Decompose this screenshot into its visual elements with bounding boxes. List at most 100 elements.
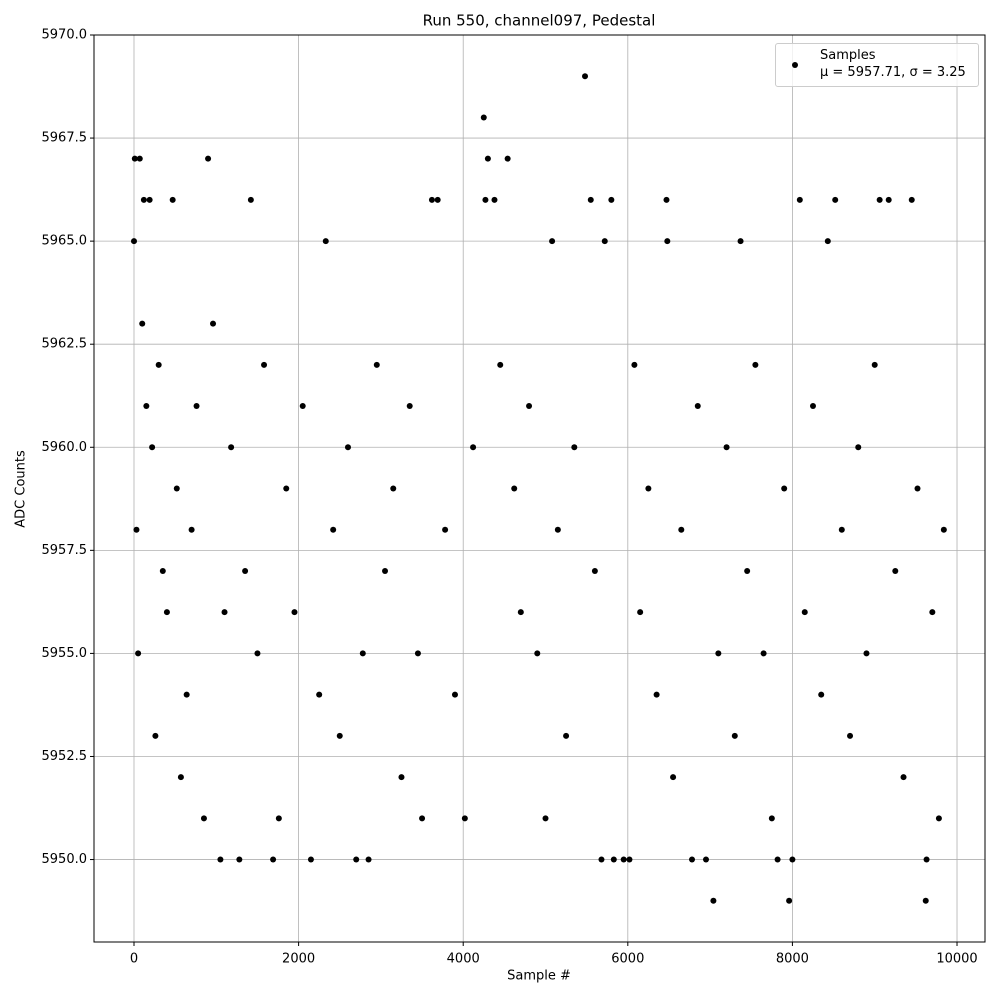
data-point [663, 196, 670, 203]
data-point [173, 485, 180, 492]
legend-label: Samples μ = 5957.71, σ = 3.25 [820, 48, 966, 80]
data-point [155, 361, 162, 368]
x-tick-label: 0 [130, 952, 138, 967]
data-point [236, 856, 243, 863]
data-point [847, 732, 854, 739]
data-point [549, 238, 556, 245]
data-point [702, 856, 709, 863]
data-point [863, 650, 870, 657]
data-point [923, 856, 930, 863]
data-point [715, 650, 722, 657]
data-point [940, 526, 947, 533]
data-point [601, 238, 608, 245]
data-point [482, 196, 489, 203]
x-tick-label: 6000 [611, 952, 644, 967]
data-point [511, 485, 518, 492]
data-point [737, 238, 744, 245]
data-point [801, 609, 808, 616]
data-point [637, 609, 644, 616]
data-point [563, 732, 570, 739]
data-point [922, 897, 929, 904]
data-point [626, 856, 633, 863]
x-tick-label: 8000 [776, 952, 809, 967]
data-point [760, 650, 767, 657]
data-point [461, 815, 468, 822]
data-point [419, 815, 426, 822]
data-point [359, 650, 366, 657]
data-point [451, 691, 458, 698]
data-point [139, 320, 146, 327]
data-point [723, 444, 730, 451]
data-point [133, 526, 140, 533]
data-point [146, 196, 153, 203]
data-point [781, 485, 788, 492]
x-tick-label: 4000 [447, 952, 480, 967]
data-point [789, 856, 796, 863]
data-point [900, 774, 907, 781]
y-tick-label: 5950.0 [42, 852, 88, 867]
data-point [149, 444, 156, 451]
y-tick-label: 5952.5 [42, 749, 88, 764]
data-point [261, 361, 268, 368]
data-point [809, 403, 816, 410]
data-point [914, 485, 921, 492]
data-point [610, 856, 617, 863]
data-point [534, 650, 541, 657]
data-point [188, 526, 195, 533]
data-point [330, 526, 337, 533]
data-point [929, 609, 936, 616]
data-point [689, 856, 696, 863]
data-point [228, 444, 235, 451]
data-point [373, 361, 380, 368]
data-point [434, 196, 441, 203]
data-point [768, 815, 775, 822]
y-axis-label: ADC Counts [14, 450, 29, 528]
data-point [838, 526, 845, 533]
y-tick-label: 5967.5 [42, 131, 88, 146]
legend: Samples μ = 5957.71, σ = 3.25 [775, 43, 979, 87]
data-point [130, 238, 137, 245]
data-point [353, 856, 360, 863]
data-point [892, 567, 899, 574]
data-point [774, 856, 781, 863]
data-point [205, 155, 212, 162]
data-point [336, 732, 343, 739]
y-tick-label: 5965.0 [42, 234, 88, 249]
data-point [136, 155, 143, 162]
data-point [504, 155, 511, 162]
data-point [885, 196, 892, 203]
data-point [497, 361, 504, 368]
data-point [653, 691, 660, 698]
data-point [163, 609, 170, 616]
y-tick-label: 5957.5 [42, 543, 88, 558]
data-point [344, 444, 351, 451]
data-point [608, 196, 615, 203]
y-tick-label: 5960.0 [42, 440, 88, 455]
y-tick-label: 5955.0 [42, 646, 88, 661]
data-point [152, 732, 159, 739]
data-point [731, 732, 738, 739]
data-point [159, 567, 166, 574]
data-point [183, 691, 190, 698]
data-point [406, 403, 413, 410]
data-point [428, 196, 435, 203]
data-point [796, 196, 803, 203]
data-point [442, 526, 449, 533]
data-point [177, 774, 184, 781]
data-point [140, 196, 147, 203]
data-point [131, 155, 138, 162]
data-point [908, 196, 915, 203]
data-point [664, 238, 671, 245]
data-point [876, 196, 883, 203]
data-point [526, 403, 533, 410]
data-point [414, 650, 421, 657]
data-point [390, 485, 397, 492]
data-point [491, 196, 498, 203]
data-point [871, 361, 878, 368]
data-point [135, 650, 142, 657]
y-tick-label: 5962.5 [42, 337, 88, 352]
data-point [678, 526, 685, 533]
data-point [470, 444, 477, 451]
data-point [316, 691, 323, 698]
